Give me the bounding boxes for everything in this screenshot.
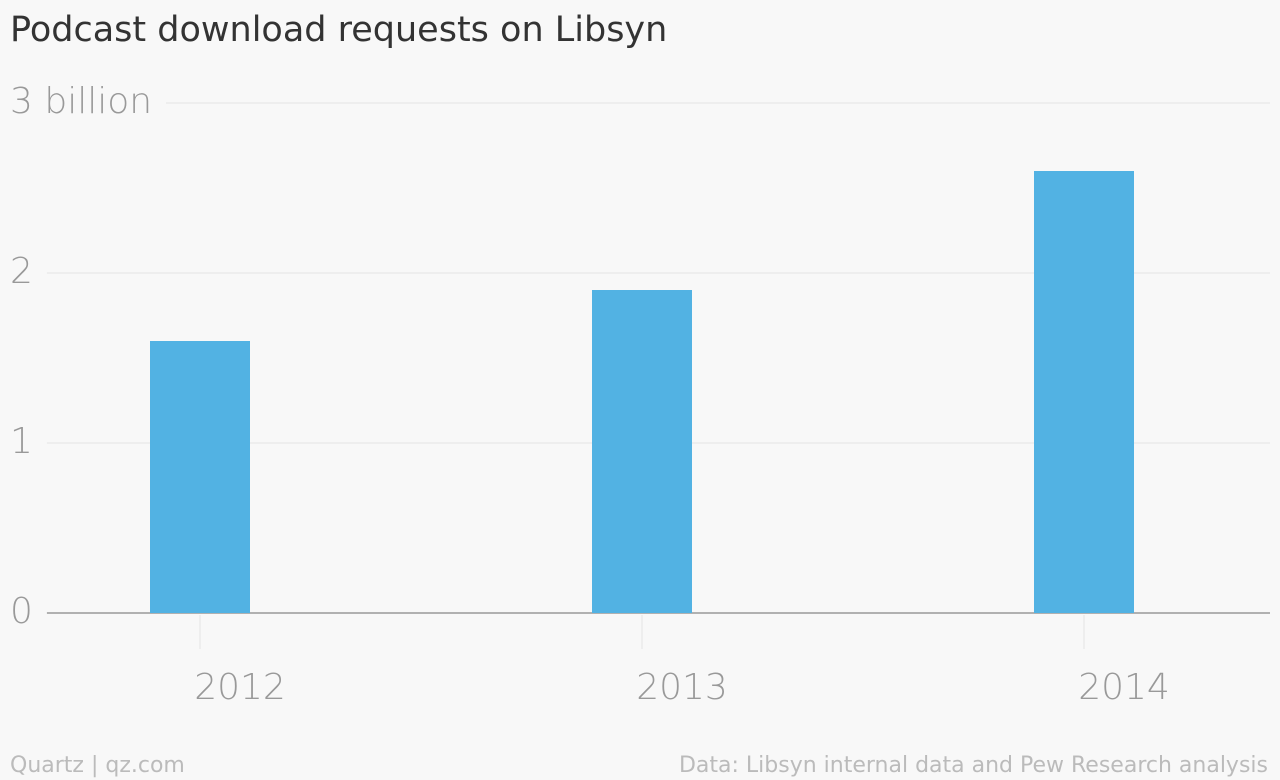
credit: Quartz | qz.com [10,753,185,778]
y-tick-label: 2 [10,251,33,292]
bar [150,341,250,613]
source: Data: Libsyn internal data and Pew Resea… [679,753,1268,778]
chart-title: Podcast download requests on Libsyn [10,10,667,50]
x-tick-label: 2014 [1078,667,1170,708]
bar [1034,171,1134,613]
bar [592,290,692,613]
y-tick-label: 3 billion [10,81,152,122]
x-tick-label: 2013 [636,667,728,708]
y-tick-label: 0 [10,591,33,632]
x-tick-label: 2012 [194,667,286,708]
y-tick-label: 1 [10,421,33,462]
